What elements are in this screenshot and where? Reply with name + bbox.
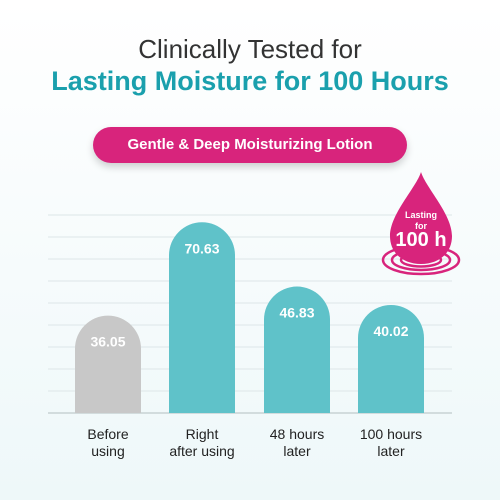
chart-bars: 36.05 70.63 46.83 40.02: [75, 222, 424, 413]
drop-hours-label: 100 h: [395, 229, 447, 251]
chart-category-labels: Before using Right after using 48 hours later…: [87, 426, 422, 459]
bar: [75, 315, 141, 413]
drop-caption: Lasting for: [376, 210, 466, 232]
bar-value-label: 46.83: [279, 305, 314, 321]
category-label: Right after using: [169, 426, 234, 459]
bar: [358, 304, 424, 413]
lasting-100h-drop-badge: Lasting for 100 h: [376, 170, 466, 290]
drop-caption-line-1: Lasting: [404, 210, 437, 220]
category-label: 100 hours later: [360, 426, 422, 459]
bar: [169, 222, 235, 413]
category-label: Before using: [87, 426, 128, 459]
bar-value-label: 70.63: [184, 240, 219, 256]
product-badge-label: Gentle & Deep Moisturizing Lotion: [127, 136, 373, 153]
bar-value-label: 36.05: [90, 334, 125, 350]
headline-line-2: Lasting Moisture for 100 Hours: [51, 66, 449, 96]
category-label: 48 hours later: [270, 426, 324, 459]
drop-caption-line-2: for: [415, 221, 427, 231]
product-badge: Gentle & Deep Moisturizing Lotion: [93, 127, 407, 163]
headline-line-1: Clinically Tested for: [138, 34, 362, 64]
bar-value-label: 40.02: [373, 323, 408, 339]
water-drop-icon: [381, 172, 461, 276]
bar: [264, 286, 330, 413]
